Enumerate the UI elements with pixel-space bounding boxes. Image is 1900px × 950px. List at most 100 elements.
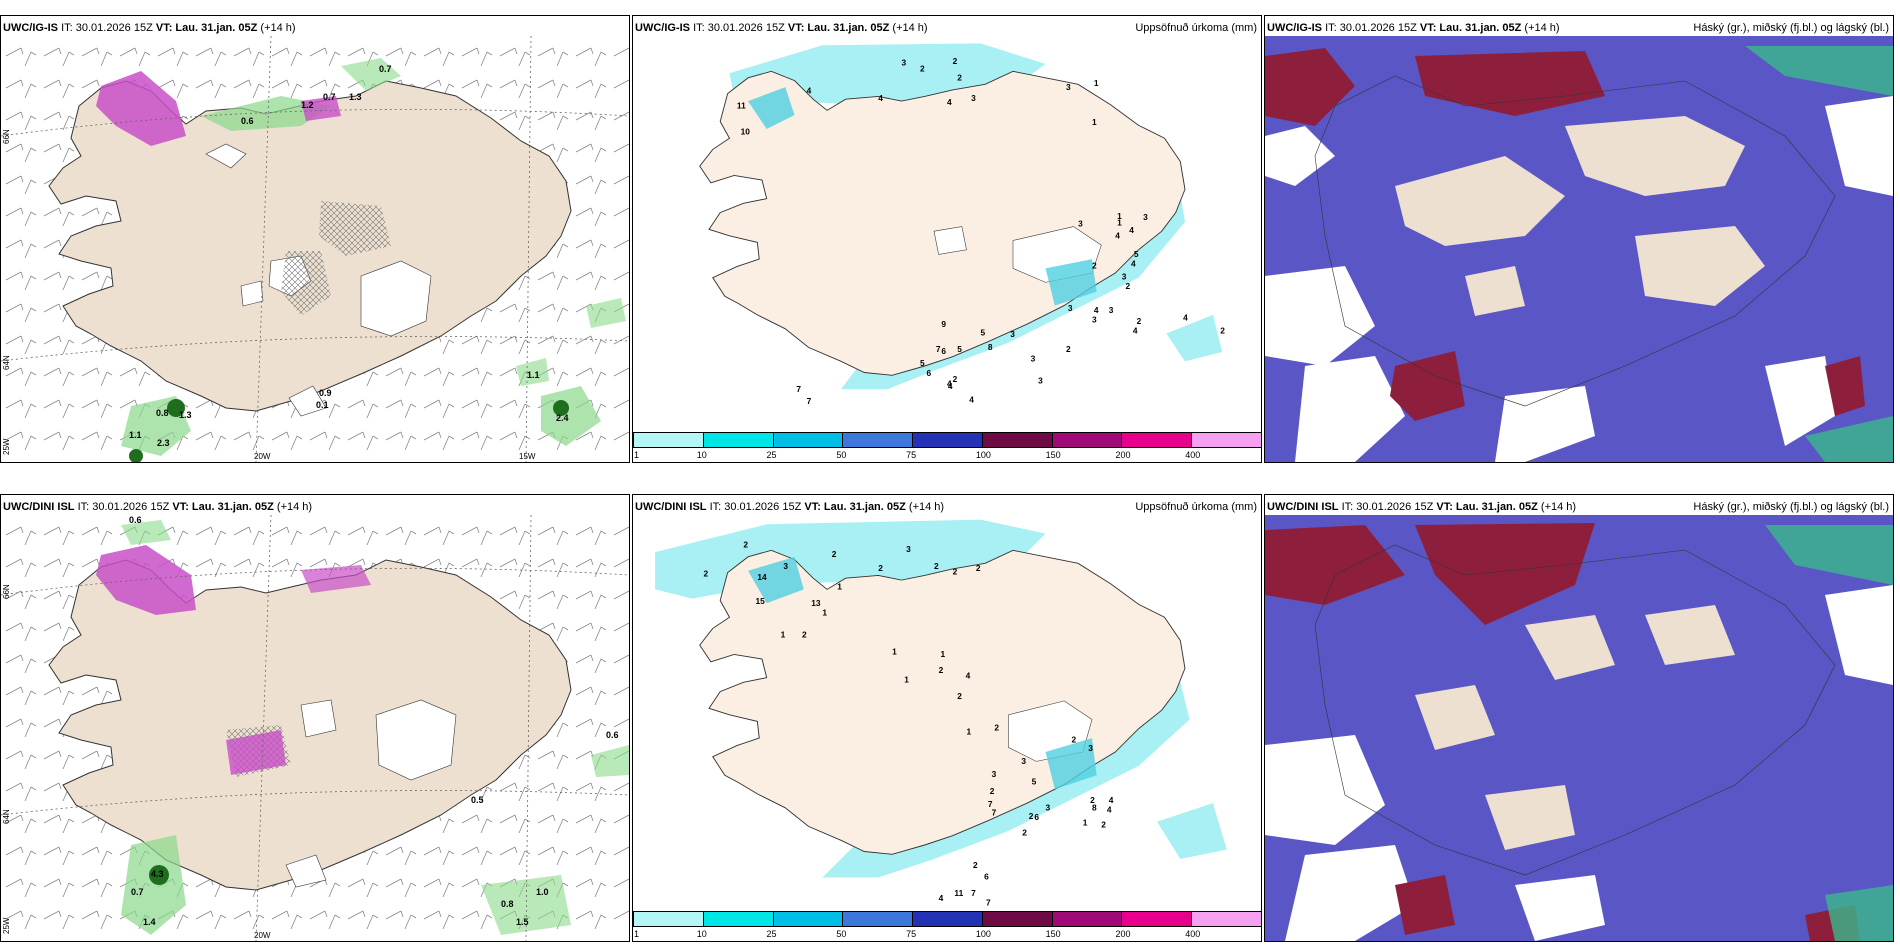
precip-value-label: 10 — [741, 127, 751, 137]
precip-value-label: 8 — [1092, 803, 1097, 813]
valid-time: Lau. 31.jan. 05Z — [1455, 501, 1538, 513]
precip-value-label: 3 — [1046, 803, 1051, 813]
precip-value-label: 4 — [1109, 795, 1114, 805]
clear-sky — [1265, 735, 1385, 845]
precip-value-label: 3 — [1122, 272, 1127, 282]
panel-header: UWC/DINI ISL IT: 30.01.2026 15Z VT: Lau.… — [3, 500, 625, 514]
valid-time: Lau. 31.jan. 05Z — [807, 22, 890, 34]
precip-value-label: 1 — [837, 581, 842, 591]
precip-value-label: 4 — [947, 97, 952, 107]
lat-label: 66N — [2, 584, 11, 599]
precip-value-label: 14 — [757, 572, 767, 582]
lon-label: 20W — [254, 452, 271, 461]
clear-sky — [1265, 126, 1335, 186]
lon-label: 20W — [254, 931, 271, 940]
model-name: UWC/IG-IS — [635, 22, 690, 34]
precip-value-label: 2 — [1072, 735, 1077, 745]
lat-label: 66N — [2, 129, 11, 144]
precip-value-label: 0.7 — [131, 887, 144, 897]
precip-value-label: 5 — [1134, 249, 1139, 259]
precip-value-label: 8 — [988, 342, 993, 352]
precip-value-label: 1 — [1117, 218, 1122, 228]
land-clear — [1635, 226, 1765, 306]
colorbar-label: 10 — [696, 929, 707, 939]
lat-label: 64N — [2, 355, 11, 370]
precip-value-label: 2 — [973, 860, 978, 870]
precip-value-label: 3 — [1010, 329, 1015, 339]
high-cloud — [1395, 875, 1455, 935]
panel-header: UWC/IG-IS IT: 30.01.2026 15Z VT: Lau. 31… — [635, 21, 1257, 35]
precip-value-label: 2 — [1092, 260, 1097, 270]
precip-value-label: 4 — [966, 671, 971, 681]
rain-area — [516, 358, 549, 386]
land-clear — [1415, 685, 1495, 750]
precip-value-label: 1.5 — [516, 917, 529, 927]
model-name: UWC/IG-IS — [1267, 22, 1322, 34]
precip-value-label: 3 — [1092, 314, 1097, 324]
precip-value-label: 3 — [1078, 219, 1083, 229]
model-name: UWC/IG-IS — [3, 22, 58, 34]
precip-value-label: 7 — [807, 396, 812, 406]
panel-igis-precip: UWC/IG-IS IT: 30.01.2026 15Z VT: Lau. 31… — [632, 15, 1262, 463]
precip-value-label: 4 — [1094, 305, 1099, 315]
precip-value-label: 2 — [1101, 819, 1106, 829]
valid-time-label: VT: — [1419, 22, 1437, 34]
colorbar-label: 10 — [696, 450, 707, 460]
model-name: UWC/DINI ISL — [635, 501, 707, 513]
precip-value-label: 7 — [971, 888, 976, 898]
precip-value-label: 3 — [971, 93, 976, 103]
precip-value-label: 2 — [953, 374, 958, 384]
wind-map: 66N 64N 25W 20W 0.6 0.5 0.6 4.3 0.7 1.4 0.8 1.0… — [1, 515, 629, 941]
colorbar-swatch — [1051, 911, 1123, 927]
rain-area — [541, 386, 601, 446]
colorbar-swatch — [633, 432, 704, 448]
glacier-myrdalsjokull — [285, 854, 327, 888]
precip-value-label: 3 — [1031, 353, 1036, 363]
precip-value-label: 3 — [906, 544, 911, 554]
rain-area — [341, 58, 401, 91]
init-time: IT: 30.01.2026 15Z — [709, 501, 802, 513]
colorbar-label: 400 — [1185, 450, 1201, 460]
colorbar-label: 150 — [1045, 450, 1061, 460]
coastline — [1314, 75, 1836, 407]
lead-time: (+14 h) — [892, 22, 928, 34]
precip-value-label: 2.3 — [157, 438, 170, 448]
precip-value-label: 2 — [1029, 811, 1034, 821]
panel-title: Uppsöfnuð úrkoma (mm) — [1135, 22, 1257, 34]
clear-sky — [1515, 875, 1605, 941]
lon-label: 25W — [2, 438, 11, 455]
clear-sky — [1295, 356, 1405, 462]
precip-value-label: 1.1 — [527, 370, 540, 380]
mid-cloud — [1745, 46, 1893, 96]
precip-value-label: 2 — [953, 566, 958, 576]
init-time: IT: 30.01.2026 15Z — [61, 22, 153, 34]
precip-area — [1166, 314, 1223, 362]
colorbar-swatch — [842, 432, 914, 448]
precip-value-label: 4.3 — [151, 869, 164, 879]
precip-value-label: 2 — [1125, 281, 1130, 291]
precip-value-label: 1 — [967, 726, 972, 736]
colorbar-swatch — [702, 432, 774, 448]
precip-value-label: 1 — [781, 630, 786, 640]
precip-value-label: 0.7 — [323, 92, 336, 102]
graticule — [1, 515, 629, 941]
precip-value-label: 0.6 — [241, 116, 254, 126]
heavy-rain-cell — [553, 400, 569, 416]
precip-value-label: 7 — [936, 344, 941, 354]
colorbar-label: 25 — [766, 450, 777, 460]
precip-value-label: 1 — [940, 649, 945, 659]
glacier-myrdalsjokull — [288, 385, 327, 417]
precip-value-label: 0.5 — [471, 795, 484, 805]
valid-time: Lau. 31.jan. 05Z — [1439, 22, 1522, 34]
valid-time: Lau. 31.jan. 05Z — [191, 501, 274, 513]
colorbar-swatch — [842, 911, 914, 927]
snow-area — [226, 730, 286, 775]
precip-value-label: 1 — [1092, 117, 1097, 127]
precip-value-label: 4 — [878, 93, 883, 103]
snow-area — [301, 565, 371, 593]
clear-sky — [1765, 356, 1835, 446]
rain-area — [481, 875, 571, 935]
cloud-map — [1265, 515, 1893, 941]
panel-dini-wind: UWC/DINI ISL IT: 30.01.2026 15Z VT: Lau.… — [0, 494, 630, 942]
